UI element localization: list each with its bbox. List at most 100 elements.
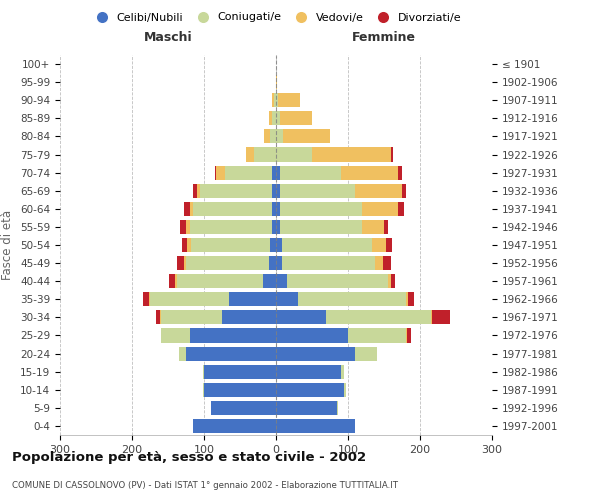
Bar [276,238,282,252]
Bar [184,256,186,270]
Bar [280,184,355,198]
Bar [200,184,272,198]
Bar [276,220,280,234]
Text: Popolazione per età, sesso e stato civile - 2002: Popolazione per età, sesso e stato civil… [12,451,366,464]
Bar [283,130,330,143]
Bar [341,166,398,179]
Bar [179,346,186,360]
Bar [276,184,280,198]
Bar [386,238,392,252]
Bar [362,220,384,234]
Bar [276,310,326,324]
Bar [191,238,270,252]
Bar [398,202,404,216]
Bar [344,382,346,397]
Bar [341,364,344,378]
Bar [355,184,402,198]
Bar [225,166,272,179]
Bar [190,328,276,342]
Text: COMUNE DI CASSOLNOVO (PV) - Dati ISTAT 1° gennaio 2002 - Elaborazione TUTTITALIA: COMUNE DI CASSOLNOVO (PV) - Dati ISTAT 1… [12,480,398,490]
Bar [388,274,391,288]
Bar [186,346,276,360]
Bar [282,238,372,252]
Bar [326,310,431,324]
Bar [272,93,274,108]
Bar [265,130,270,143]
Bar [193,202,272,216]
Bar [229,292,276,306]
Bar [362,202,398,216]
Bar [391,274,395,288]
Bar [298,292,406,306]
Bar [278,93,300,108]
Bar [276,112,280,126]
Bar [276,364,341,378]
Bar [280,112,312,126]
Bar [216,166,225,179]
Bar [280,220,362,234]
Bar [276,202,280,216]
Bar [276,256,282,270]
Bar [383,256,391,270]
Bar [276,382,344,397]
Bar [190,202,193,216]
Bar [276,75,277,89]
Legend: Celibi/Nubili, Coniugati/e, Vedovi/e, Divorziati/e: Celibi/Nubili, Coniugati/e, Vedovi/e, Di… [86,8,466,27]
Bar [372,238,386,252]
Bar [269,256,276,270]
Bar [276,328,348,342]
Bar [276,346,355,360]
Bar [406,292,408,306]
Bar [211,401,276,415]
Text: Maschi: Maschi [143,31,193,44]
Bar [175,274,176,288]
Bar [269,112,272,126]
Bar [287,274,388,288]
Bar [254,148,276,162]
Bar [182,238,187,252]
Bar [176,256,184,270]
Bar [376,256,383,270]
Bar [384,220,388,234]
Text: Femmine: Femmine [352,31,416,44]
Bar [407,328,410,342]
Bar [272,166,276,179]
Bar [190,220,272,234]
Bar [280,166,341,179]
Bar [203,382,204,397]
Bar [184,202,190,216]
Bar [408,292,413,306]
Bar [215,166,216,179]
Bar [169,274,175,288]
Bar [187,238,191,252]
Bar [402,184,406,198]
Bar [337,401,338,415]
Bar [276,292,298,306]
Bar [432,310,450,324]
Bar [222,310,276,324]
Bar [176,274,263,288]
Bar [355,346,377,360]
Bar [276,166,280,179]
Bar [204,382,276,397]
Bar [272,220,276,234]
Bar [312,148,391,162]
Y-axis label: Fasce di età: Fasce di età [1,210,14,280]
Bar [203,364,204,378]
Bar [246,148,254,162]
Bar [431,310,432,324]
Bar [180,220,186,234]
Bar [406,328,407,342]
Bar [276,274,287,288]
Bar [276,130,283,143]
Bar [276,401,337,415]
Bar [272,112,276,126]
Bar [272,202,276,216]
Bar [161,310,222,324]
Bar [186,220,190,234]
Bar [193,184,197,198]
Bar [143,292,149,306]
Bar [276,93,278,108]
Bar [186,256,269,270]
Bar [280,202,362,216]
